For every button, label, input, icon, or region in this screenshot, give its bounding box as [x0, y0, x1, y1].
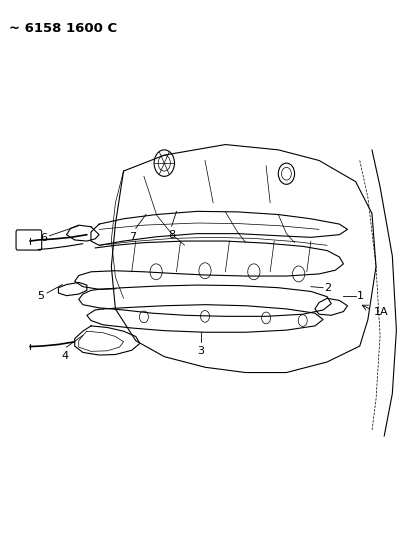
Text: 5: 5 — [37, 290, 44, 301]
Text: 6: 6 — [40, 233, 47, 243]
Text: ~ 6158 1600 C: ~ 6158 1600 C — [9, 21, 117, 35]
Text: 4: 4 — [61, 351, 68, 361]
Text: 8: 8 — [168, 230, 175, 240]
Text: 7: 7 — [129, 231, 136, 241]
Text: 1A: 1A — [373, 306, 388, 317]
Text: 2: 2 — [324, 282, 330, 293]
Text: 1: 1 — [356, 290, 363, 301]
Text: 3: 3 — [197, 346, 204, 356]
